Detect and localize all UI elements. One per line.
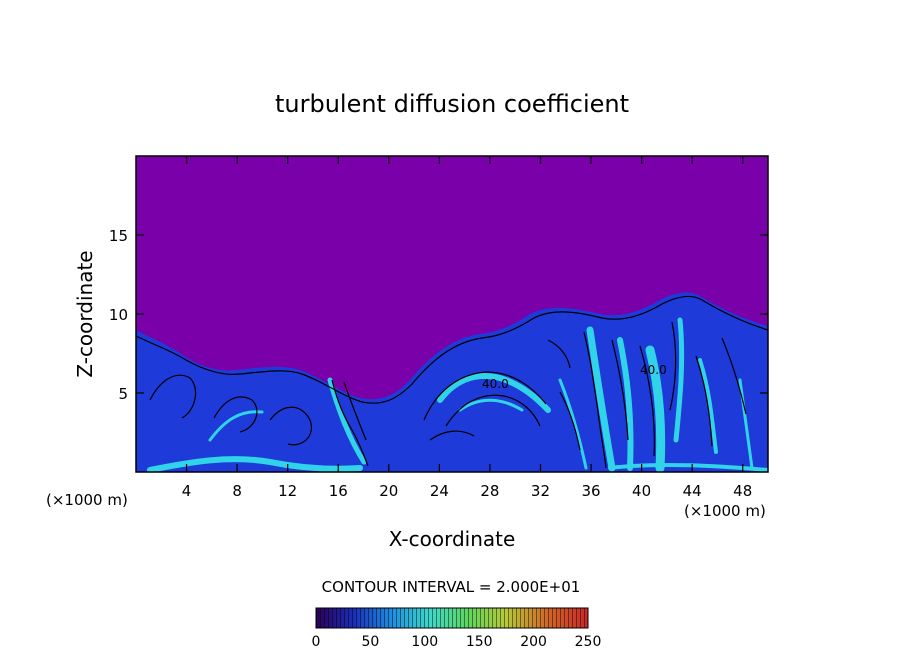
- x-tick-label: 32: [531, 482, 550, 500]
- colorbar-tick-label: 150: [466, 634, 493, 650]
- chart-title: turbulent diffusion coefficient: [275, 90, 629, 118]
- colorbar-tick-label: 50: [361, 634, 379, 650]
- x-tick-label: 24: [430, 482, 449, 500]
- x-tick-label: 48: [733, 482, 752, 500]
- contour-label-1: 40.0: [482, 377, 509, 391]
- x-tick-label: 8: [232, 482, 242, 500]
- colorbar-ticks: 0 50 100 150 200 250: [312, 634, 602, 650]
- colorbar-tick-label: 250: [575, 634, 602, 650]
- x-tick-label: 40: [632, 482, 651, 500]
- heatmap-field: 40.0 40.0: [136, 156, 768, 472]
- y-tick-label: 15: [109, 227, 128, 245]
- contour-interval-label: CONTOUR INTERVAL = 2.000E+01: [322, 578, 581, 596]
- x-tick-label: 20: [379, 482, 398, 500]
- turbulence-streaks: [147, 317, 768, 472]
- x-axis: 4 8 12 16 20 24 28 32 36 40 44 48: [182, 156, 752, 500]
- colorbar-stripes: [316, 608, 588, 628]
- x-unit-left: (×1000 m): [46, 491, 128, 509]
- y-tick-label: 10: [109, 306, 128, 324]
- turbulent-region: [136, 292, 768, 472]
- x-tick-label: 4: [182, 482, 192, 500]
- x-tick-label: 36: [581, 482, 600, 500]
- colorbar: 0 50 100 150 200 250: [312, 607, 602, 650]
- y-tick-label: 5: [118, 385, 128, 403]
- y-axis: 5 10 15: [109, 227, 768, 403]
- x-axis-label: X-coordinate: [389, 527, 516, 551]
- contour-label-2: 40.0: [640, 363, 667, 377]
- x-unit-right: (×1000 m): [684, 502, 766, 520]
- colorbar-tick-label: 200: [520, 634, 547, 650]
- x-tick-label: 44: [683, 482, 702, 500]
- x-tick-label: 12: [278, 482, 297, 500]
- colorbar-frame: [315, 607, 589, 629]
- y-axis-label: Z-coordinate: [73, 250, 97, 377]
- colorbar-tick-label: 0: [312, 634, 321, 650]
- x-tick-label: 16: [329, 482, 348, 500]
- contour-lines: [136, 295, 768, 469]
- x-tick-label: 28: [480, 482, 499, 500]
- colorbar-tick-label: 100: [411, 634, 438, 650]
